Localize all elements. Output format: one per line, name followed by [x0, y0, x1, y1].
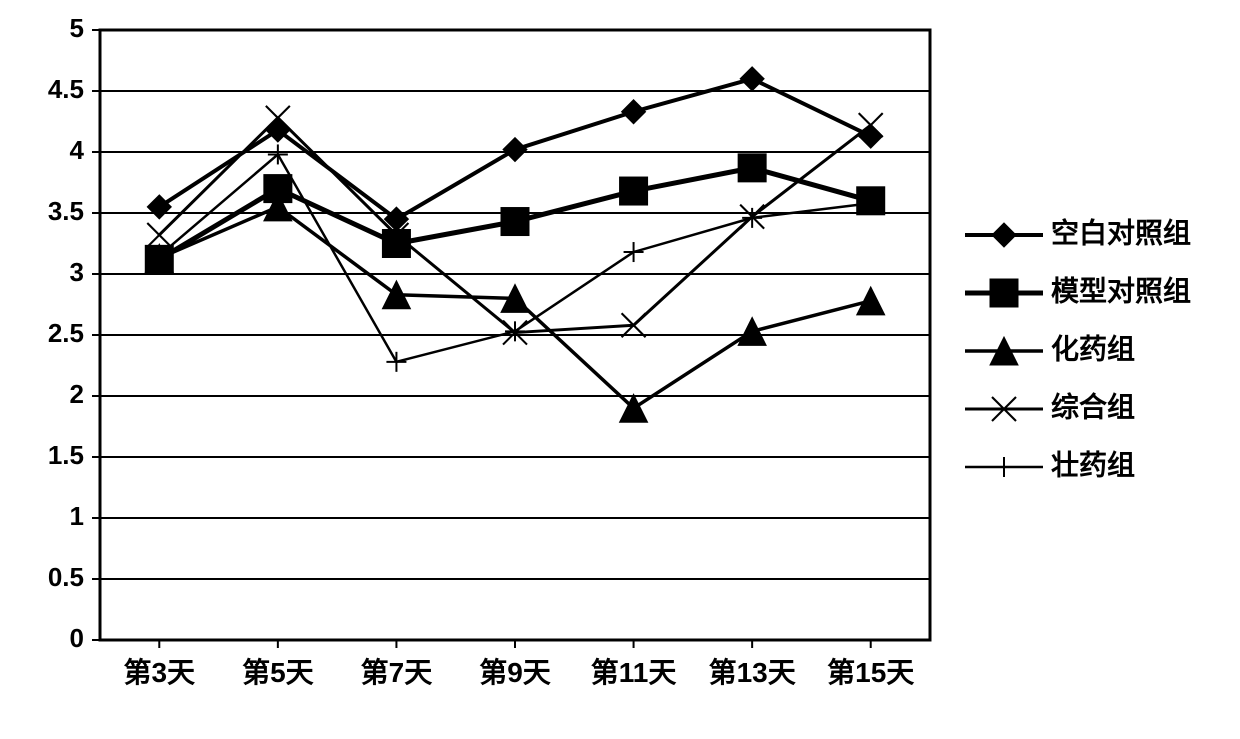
- x-tick-label: 第15天: [827, 656, 914, 688]
- y-tick-label: 1: [70, 501, 84, 531]
- legend-label: 化药组: [1051, 333, 1135, 364]
- legend-label: 空白对照组: [1051, 216, 1191, 248]
- legend-label: 模型对照组: [1051, 275, 1191, 306]
- y-tick-label: 3: [70, 257, 84, 287]
- y-tick-label: 1.5: [48, 440, 84, 470]
- x-tick-label: 第7天: [361, 656, 433, 688]
- x-tick-label: 第9天: [479, 656, 551, 688]
- y-tick-label: 4: [70, 135, 85, 165]
- y-tick-label: 0: [70, 623, 84, 653]
- x-tick-label: 第11天: [591, 656, 677, 688]
- y-tick-label: 2.5: [48, 318, 84, 348]
- line-chart: 0 0.5 1 1.5 2 2.5 3 3.5 4 4.5 5 第3天 第5天 第7天 第9天 第11天第13…: [0, 0, 1240, 739]
- x-tick-label: 第13天: [709, 656, 796, 688]
- x-tick-label: 第5天: [242, 656, 314, 688]
- y-tick-label: 4.5: [48, 74, 84, 104]
- y-tick-label: 5: [70, 13, 84, 43]
- legend-item-s2: 模型对照组: [965, 275, 1191, 307]
- y-tick-label: 0.5: [48, 562, 84, 592]
- y-tick-label: 2: [70, 379, 84, 409]
- chart-svg: 0 0.5 1 1.5 2 2.5 3 3.5 4 4.5 5 第3天 第5天 第7天 第9天 第11天第13…: [0, 0, 1240, 739]
- y-tick-label: 3.5: [48, 196, 84, 226]
- legend-label: 壮药组: [1051, 449, 1135, 480]
- legend-label: 综合组: [1051, 390, 1135, 422]
- x-tick-label: 第3天: [123, 656, 195, 688]
